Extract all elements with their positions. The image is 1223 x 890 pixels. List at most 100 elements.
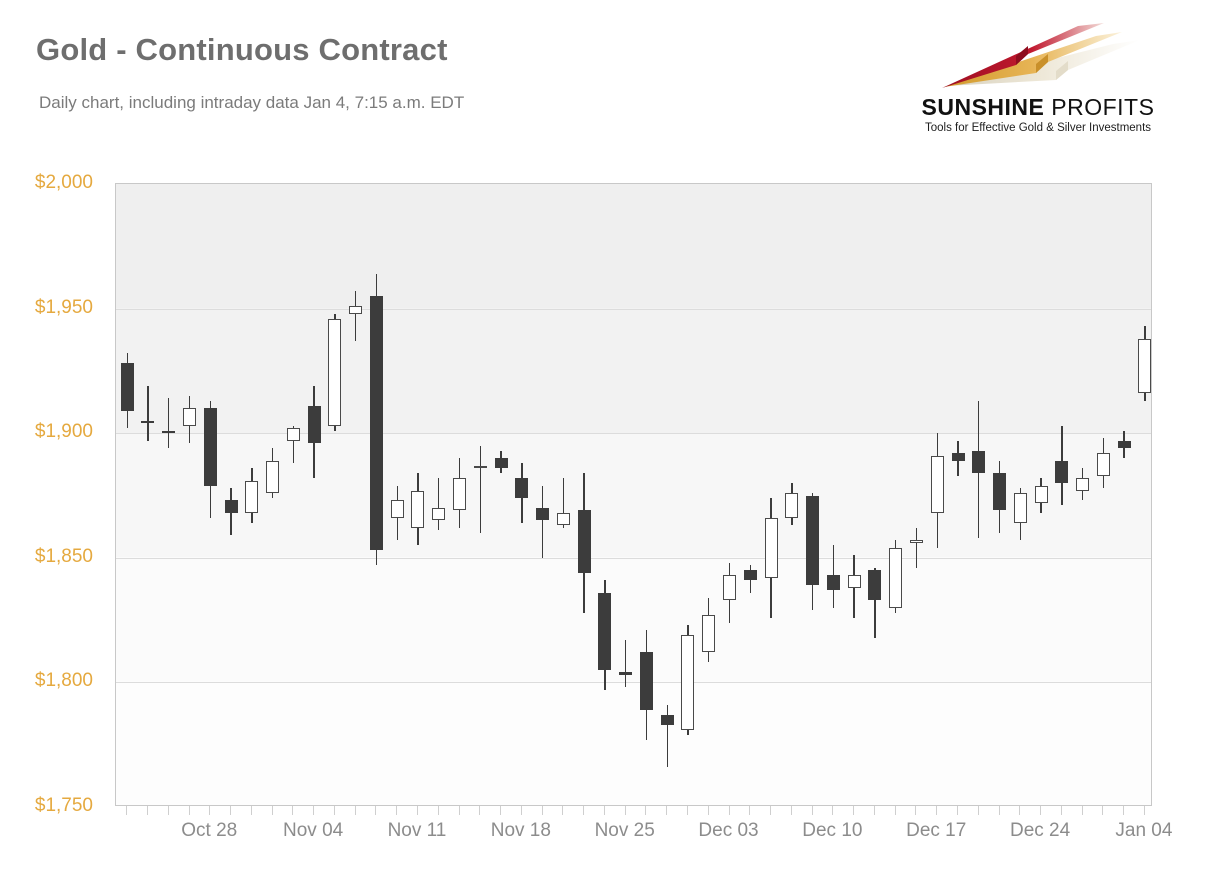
x-axis-tick [1143, 806, 1145, 815]
x-axis-tick [686, 806, 688, 815]
x-axis-tick [500, 806, 502, 815]
x-axis-label: Dec 03 [698, 820, 759, 841]
candle-body-down [141, 420, 155, 424]
x-axis-tick [749, 806, 751, 815]
candle-body-up [556, 512, 570, 526]
x-axis-label: Nov 18 [490, 820, 551, 841]
candle-wick [541, 485, 544, 558]
x-axis-label: Jan 04 [1115, 820, 1173, 841]
x-axis-tick [437, 806, 439, 815]
candle-wick [874, 567, 876, 638]
x-axis-label: Oct 28 [181, 820, 238, 841]
chart-header: Gold - Continuous Contract Daily chart, … [0, 0, 1223, 160]
x-axis-tick [126, 806, 128, 815]
x-axis-tick [790, 806, 792, 815]
x-axis-tick [520, 806, 522, 815]
candle-body-down [307, 405, 321, 444]
x-axis-label: Nov 04 [283, 820, 344, 841]
gridline [116, 682, 1151, 684]
candle-body-up [764, 517, 778, 578]
x-axis-tick [936, 806, 938, 815]
x-axis-tick [1040, 806, 1042, 815]
candle-body-down [598, 592, 612, 670]
x-axis-tick [603, 806, 605, 815]
logo-name-secondary: PROFITS [1044, 94, 1155, 120]
x-axis-tick [1060, 806, 1062, 815]
candle-wick [479, 445, 481, 533]
x-axis-ticks [115, 806, 1152, 816]
y-axis-label: $1,950 [34, 296, 93, 318]
x-axis-label: Dec 24 [1009, 820, 1071, 841]
x-axis-tick [292, 806, 294, 815]
candle-body-down [515, 478, 529, 498]
candle-body-up [723, 575, 737, 601]
x-axis-tick [998, 806, 1000, 815]
chart-plot-area [115, 183, 1152, 806]
x-axis-tick [562, 806, 564, 815]
x-axis-tick [1019, 806, 1021, 815]
logo-tagline: Tools for Effective Gold & Silver Invest… [924, 122, 1152, 134]
x-axis-tick [396, 806, 398, 815]
candle-body-down [577, 510, 591, 573]
x-axis-label: Dec 10 [802, 820, 863, 841]
candle-body-up [183, 408, 196, 426]
x-axis-tick [458, 806, 460, 815]
x-axis-tick [416, 806, 418, 815]
logo-name-primary: SUNSHINE [921, 94, 1045, 120]
candle-body-up [286, 428, 300, 441]
candle-body-down [826, 575, 840, 591]
candle-body-up [1013, 493, 1027, 523]
candle-wick [666, 704, 668, 768]
x-axis-tick [271, 806, 273, 815]
x-axis-tick [811, 806, 813, 815]
x-axis-tick [1102, 806, 1104, 815]
y-axis-label: $1,800 [34, 670, 93, 692]
candle-body-up [1138, 338, 1151, 394]
candle-body-down [369, 296, 383, 551]
candle-body-up [328, 318, 342, 426]
x-axis-tick [1081, 806, 1083, 815]
x-axis-tick [666, 806, 668, 815]
x-axis-tick [873, 806, 875, 815]
gridline [116, 557, 1151, 559]
candle-body-up [453, 478, 467, 511]
y-axis-label: $1,900 [34, 421, 93, 443]
candle-body-up [909, 540, 923, 543]
candle-wick [624, 640, 627, 688]
candle-body-down [660, 714, 674, 725]
x-axis-tick [354, 806, 356, 815]
x-axis-tick [832, 806, 834, 815]
x-axis-tick [1123, 806, 1125, 815]
x-axis-tick [853, 806, 855, 815]
x-axis-tick [707, 806, 709, 815]
x-axis-tick [146, 806, 148, 815]
x-axis-tick [645, 806, 647, 815]
candle-body-up [930, 455, 944, 513]
candle-body-up [1076, 478, 1090, 491]
candle-body-down [203, 408, 217, 486]
candle-body-down [162, 430, 176, 434]
x-axis-tick [977, 806, 979, 815]
candle-body-up [847, 575, 861, 588]
x-axis-tick [894, 806, 896, 815]
candle-wick [438, 478, 440, 531]
gridline [116, 433, 1151, 435]
candle-wick [168, 398, 170, 449]
candle-body-up [702, 615, 716, 653]
x-axis-tick [188, 806, 190, 815]
chart-subtitle: Daily chart, including intraday data Jan… [39, 93, 465, 112]
candlestick-series [116, 184, 1151, 805]
candle-body-down [868, 570, 882, 601]
candle-body-up [1096, 453, 1110, 476]
x-axis-tick [230, 806, 232, 815]
x-axis-tick [583, 806, 585, 815]
x-axis-tick [375, 806, 377, 815]
y-axis-label: $1,750 [34, 795, 93, 816]
candle-body-down [1117, 440, 1131, 449]
x-axis-tick [333, 806, 335, 815]
candle-wick [354, 291, 357, 341]
candle-wick [147, 385, 149, 441]
candle-body-down [951, 453, 965, 461]
candle-body-down [494, 458, 508, 469]
